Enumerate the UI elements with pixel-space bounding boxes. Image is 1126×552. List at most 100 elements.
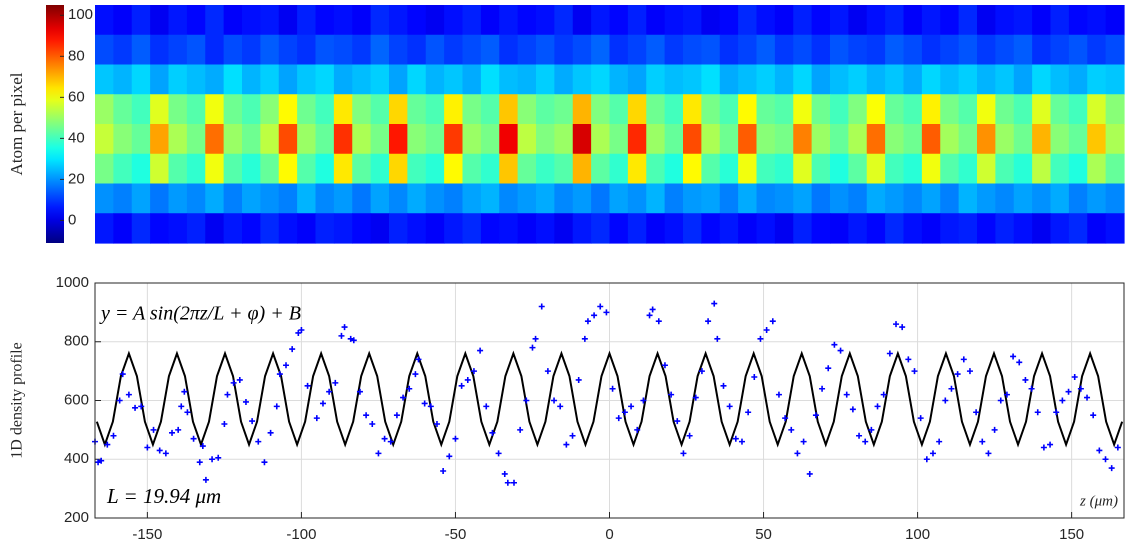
heatmap-cell bbox=[830, 153, 849, 185]
data-point bbox=[1096, 447, 1103, 454]
colorbar bbox=[46, 5, 64, 243]
heatmap-cell bbox=[352, 64, 372, 95]
data-point bbox=[242, 398, 249, 405]
data-point bbox=[175, 426, 182, 433]
heatmap-cell bbox=[1050, 213, 1070, 244]
data-point bbox=[464, 376, 471, 383]
heatmap-cell bbox=[958, 94, 978, 125]
data-point bbox=[893, 321, 900, 328]
data-point bbox=[276, 371, 283, 378]
heatmap-cell bbox=[1068, 5, 1088, 36]
data-point bbox=[150, 426, 157, 433]
data-point bbox=[381, 435, 388, 442]
data-point bbox=[387, 438, 394, 445]
heatmap-cell bbox=[168, 64, 188, 95]
heatmap-cell bbox=[315, 64, 335, 95]
data-point bbox=[255, 438, 262, 445]
heatmap-cell bbox=[756, 34, 776, 66]
heatmap-cell bbox=[554, 213, 574, 244]
heatmap-cell bbox=[536, 213, 555, 244]
heatmap-cell bbox=[499, 124, 519, 155]
heatmap-cell bbox=[462, 5, 482, 36]
data-point bbox=[375, 450, 382, 457]
data-point bbox=[184, 409, 191, 416]
heatmap-cell bbox=[425, 213, 445, 244]
heatmap-cell bbox=[186, 5, 206, 36]
heatmap-cell bbox=[205, 94, 225, 125]
data-point bbox=[95, 459, 102, 466]
x-tick-label: -50 bbox=[445, 526, 467, 543]
data-point bbox=[1102, 456, 1109, 463]
heatmap-cell bbox=[995, 183, 1015, 214]
heatmap-cell bbox=[774, 183, 794, 214]
heatmap-cell bbox=[719, 183, 739, 214]
heatmap-cell bbox=[903, 64, 923, 95]
data-point bbox=[575, 376, 582, 383]
heatmap-cell bbox=[738, 5, 758, 36]
data-point bbox=[261, 459, 268, 466]
heatmap-cell bbox=[113, 183, 133, 214]
data-point bbox=[609, 385, 616, 392]
data-point bbox=[313, 415, 320, 422]
heatmap-cell bbox=[444, 34, 464, 66]
data-point bbox=[806, 470, 813, 477]
heatmap-cell bbox=[462, 94, 482, 125]
heatmap-cell bbox=[958, 183, 978, 214]
heatmap-cell bbox=[811, 213, 831, 244]
heatmap-cell bbox=[223, 34, 243, 66]
heatmap-cell bbox=[150, 183, 170, 214]
colorbar-tick-label: 20 bbox=[68, 170, 85, 187]
data-point bbox=[400, 394, 407, 401]
heatmap-cell bbox=[554, 5, 574, 36]
x-tick-label: 150 bbox=[1059, 526, 1084, 543]
heatmap-cell bbox=[425, 5, 445, 36]
heatmap-cell bbox=[811, 183, 831, 214]
heatmap-cell bbox=[536, 183, 555, 214]
data-point bbox=[856, 432, 863, 439]
heatmap-cell bbox=[297, 153, 317, 185]
heatmap-cell bbox=[1032, 64, 1052, 95]
data-point bbox=[782, 415, 789, 422]
data-point bbox=[751, 374, 758, 380]
data-point bbox=[661, 362, 668, 369]
data-point bbox=[905, 356, 912, 363]
heatmap-cell bbox=[370, 34, 390, 66]
heatmap-cell bbox=[701, 34, 721, 66]
fit-line bbox=[95, 350, 1124, 448]
heatmap-cell bbox=[591, 153, 611, 185]
data-point bbox=[1065, 388, 1072, 395]
heatmap-cell bbox=[536, 64, 555, 95]
data-point bbox=[326, 388, 333, 395]
heatmap-cell bbox=[940, 124, 960, 155]
heatmap-cell bbox=[738, 153, 758, 185]
heatmap-cell bbox=[1032, 183, 1052, 214]
heatmap-cell bbox=[333, 213, 353, 244]
heatmap-cell bbox=[278, 64, 298, 95]
heatmap-cell bbox=[205, 34, 225, 66]
heatmap-cell bbox=[1105, 94, 1125, 125]
heatmap-cell bbox=[1013, 153, 1033, 185]
data-point bbox=[732, 435, 739, 442]
heatmap-cell bbox=[609, 153, 629, 185]
heatmap-cell bbox=[738, 124, 758, 155]
heatmap-cell bbox=[95, 34, 114, 66]
heatmap-cell bbox=[333, 5, 353, 36]
x-tick-label: -150 bbox=[132, 526, 162, 543]
data-point bbox=[615, 415, 622, 422]
data-point bbox=[1028, 385, 1035, 392]
heatmap-cell bbox=[793, 124, 813, 155]
heatmap-cell bbox=[977, 34, 996, 66]
heatmap-cell bbox=[646, 183, 666, 214]
heatmap-panel: 0 20 40 60 80 100 Atom per pixel bbox=[7, 5, 1125, 244]
colorbar-tick-label: 100 bbox=[68, 6, 93, 23]
heatmap-cell bbox=[866, 34, 886, 66]
data-point bbox=[1059, 397, 1066, 404]
heatmap-cell bbox=[848, 153, 868, 185]
heatmap-cell bbox=[260, 124, 280, 155]
heatmap-cell bbox=[278, 213, 298, 244]
heatmap-cell bbox=[370, 213, 390, 244]
heatmap-cell bbox=[205, 5, 225, 36]
heatmap-cell bbox=[333, 64, 353, 95]
heatmap-cell bbox=[1087, 34, 1107, 66]
heatmap-cell bbox=[444, 153, 464, 185]
